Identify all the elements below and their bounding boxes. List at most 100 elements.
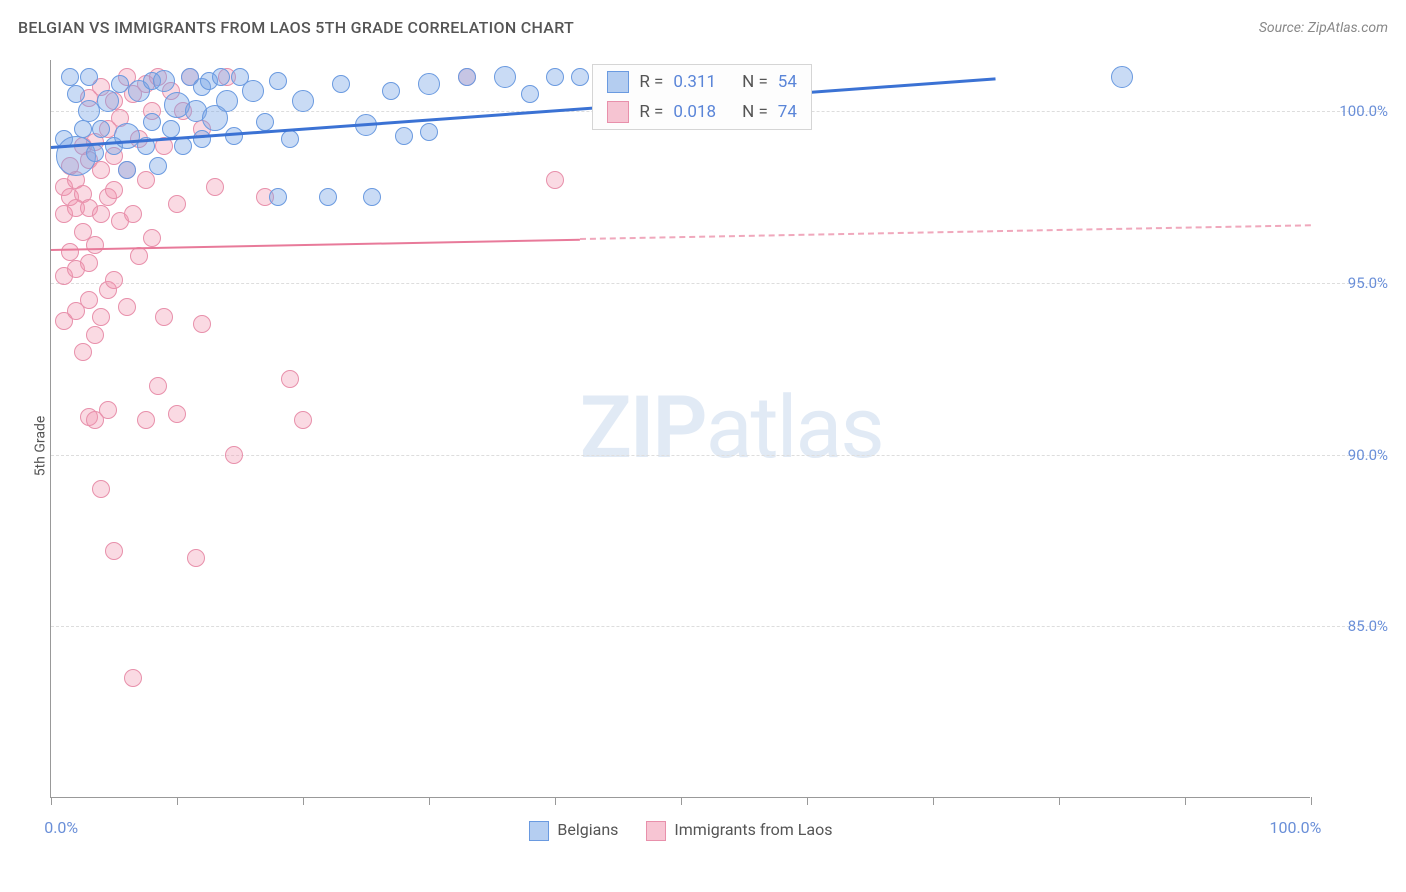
r-value: 0.018: [673, 102, 716, 122]
y-tick-label: 100.0%: [1318, 102, 1388, 120]
data-point-pink: [80, 254, 98, 272]
data-point-pink: [124, 205, 142, 223]
x-tick-label: 100.0%: [1269, 818, 1321, 837]
data-point-pink: [137, 411, 155, 429]
data-point-blue: [86, 144, 104, 162]
data-point-pink: [86, 236, 104, 254]
legend-swatch-blue: [607, 71, 629, 93]
data-point-blue: [61, 68, 79, 86]
data-point-blue: [193, 130, 211, 148]
data-point-blue: [395, 127, 413, 145]
data-point-blue: [363, 188, 381, 206]
data-point-pink: [193, 315, 211, 333]
data-point-blue: [494, 66, 516, 88]
x-tick: [1311, 797, 1312, 805]
trend-line-laos-extrapolated: [580, 225, 1311, 241]
data-point-pink: [105, 181, 123, 199]
n-value: 54: [778, 72, 797, 92]
data-point-pink: [105, 271, 123, 289]
data-point-blue: [546, 68, 564, 86]
data-point-pink: [137, 171, 155, 189]
n-value: 74: [778, 102, 797, 122]
correlation-legend-row: R = 0.018 N = 74: [593, 97, 811, 127]
legend-swatch-pink: [646, 821, 666, 841]
y-tick-label: 95.0%: [1318, 274, 1388, 292]
x-tick: [807, 797, 808, 805]
r-prefix: R =: [639, 72, 663, 92]
x-tick: [51, 797, 52, 805]
data-point-pink: [143, 229, 161, 247]
n-prefix: N =: [742, 102, 768, 122]
data-point-blue: [521, 85, 539, 103]
watermark-bold: ZIP: [580, 377, 706, 478]
r-prefix: R =: [639, 102, 663, 122]
data-point-blue: [92, 120, 110, 138]
trend-line-laos: [51, 238, 580, 250]
data-point-blue: [269, 188, 287, 206]
data-point-blue: [269, 72, 287, 90]
gridline: [51, 455, 1380, 456]
x-tick: [177, 797, 178, 805]
data-point-blue: [571, 68, 589, 86]
r-value: 0.311: [673, 72, 716, 92]
data-point-blue: [118, 161, 136, 179]
data-point-pink: [92, 161, 110, 179]
watermark-light: atlas: [706, 377, 883, 478]
x-tick: [1059, 797, 1060, 805]
legend-swatch-blue: [529, 821, 549, 841]
data-point-blue: [143, 113, 161, 131]
data-point-blue: [242, 80, 264, 102]
data-point-pink: [99, 401, 117, 419]
data-point-blue: [1111, 66, 1133, 88]
data-point-blue: [418, 73, 440, 95]
data-point-blue: [111, 75, 129, 93]
data-point-blue: [162, 120, 180, 138]
series-legend-item: Belgians: [529, 820, 618, 841]
title-bar: BELGIAN VS IMMIGRANTS FROM LAOS 5TH GRAD…: [18, 18, 1388, 37]
data-point-blue: [420, 123, 438, 141]
y-tick-label: 90.0%: [1318, 446, 1388, 464]
data-point-pink: [281, 370, 299, 388]
data-point-pink: [149, 377, 167, 395]
data-point-pink: [168, 195, 186, 213]
data-point-blue: [212, 68, 230, 86]
y-tick-label: 85.0%: [1318, 617, 1388, 635]
data-point-pink: [206, 178, 224, 196]
data-point-pink: [74, 343, 92, 361]
data-point-pink: [92, 480, 110, 498]
chart-title: BELGIAN VS IMMIGRANTS FROM LAOS 5TH GRAD…: [18, 18, 574, 37]
correlation-legend: R = 0.311 N = 54 R = 0.018 N = 74: [592, 64, 812, 130]
data-point-pink: [155, 308, 173, 326]
x-tick: [1185, 797, 1186, 805]
x-tick: [933, 797, 934, 805]
legend-swatch-pink: [607, 101, 629, 123]
x-tick: [681, 797, 682, 805]
n-prefix: N =: [742, 72, 768, 92]
data-point-blue: [332, 75, 350, 93]
data-point-blue: [80, 68, 98, 86]
data-point-pink: [80, 291, 98, 309]
series-label: Belgians: [557, 820, 618, 839]
y-axis-label: 5th Grade: [32, 416, 48, 477]
correlation-legend-row: R = 0.311 N = 54: [593, 67, 811, 97]
source-attribution: Source: ZipAtlas.com: [1259, 20, 1388, 36]
series-legend-item: Immigrants from Laos: [646, 820, 832, 841]
data-point-pink: [86, 326, 104, 344]
data-point-pink: [118, 298, 136, 316]
x-tick: [429, 797, 430, 805]
data-point-pink: [168, 405, 186, 423]
data-point-pink: [546, 171, 564, 189]
data-point-pink: [92, 205, 110, 223]
series-label: Immigrants from Laos: [674, 820, 832, 839]
data-point-blue: [216, 90, 238, 112]
scatter-chart: ZIPatlas 85.0%90.0%95.0%100.0%0.0%100.0%…: [50, 60, 1310, 798]
x-tick: [555, 797, 556, 805]
gridline: [51, 283, 1380, 284]
data-point-blue: [67, 85, 85, 103]
gridline: [51, 626, 1380, 627]
x-tick-label: 0.0%: [44, 818, 78, 837]
data-point-pink: [187, 549, 205, 567]
data-point-pink: [124, 669, 142, 687]
data-point-blue: [149, 157, 167, 175]
data-point-blue: [382, 82, 400, 100]
